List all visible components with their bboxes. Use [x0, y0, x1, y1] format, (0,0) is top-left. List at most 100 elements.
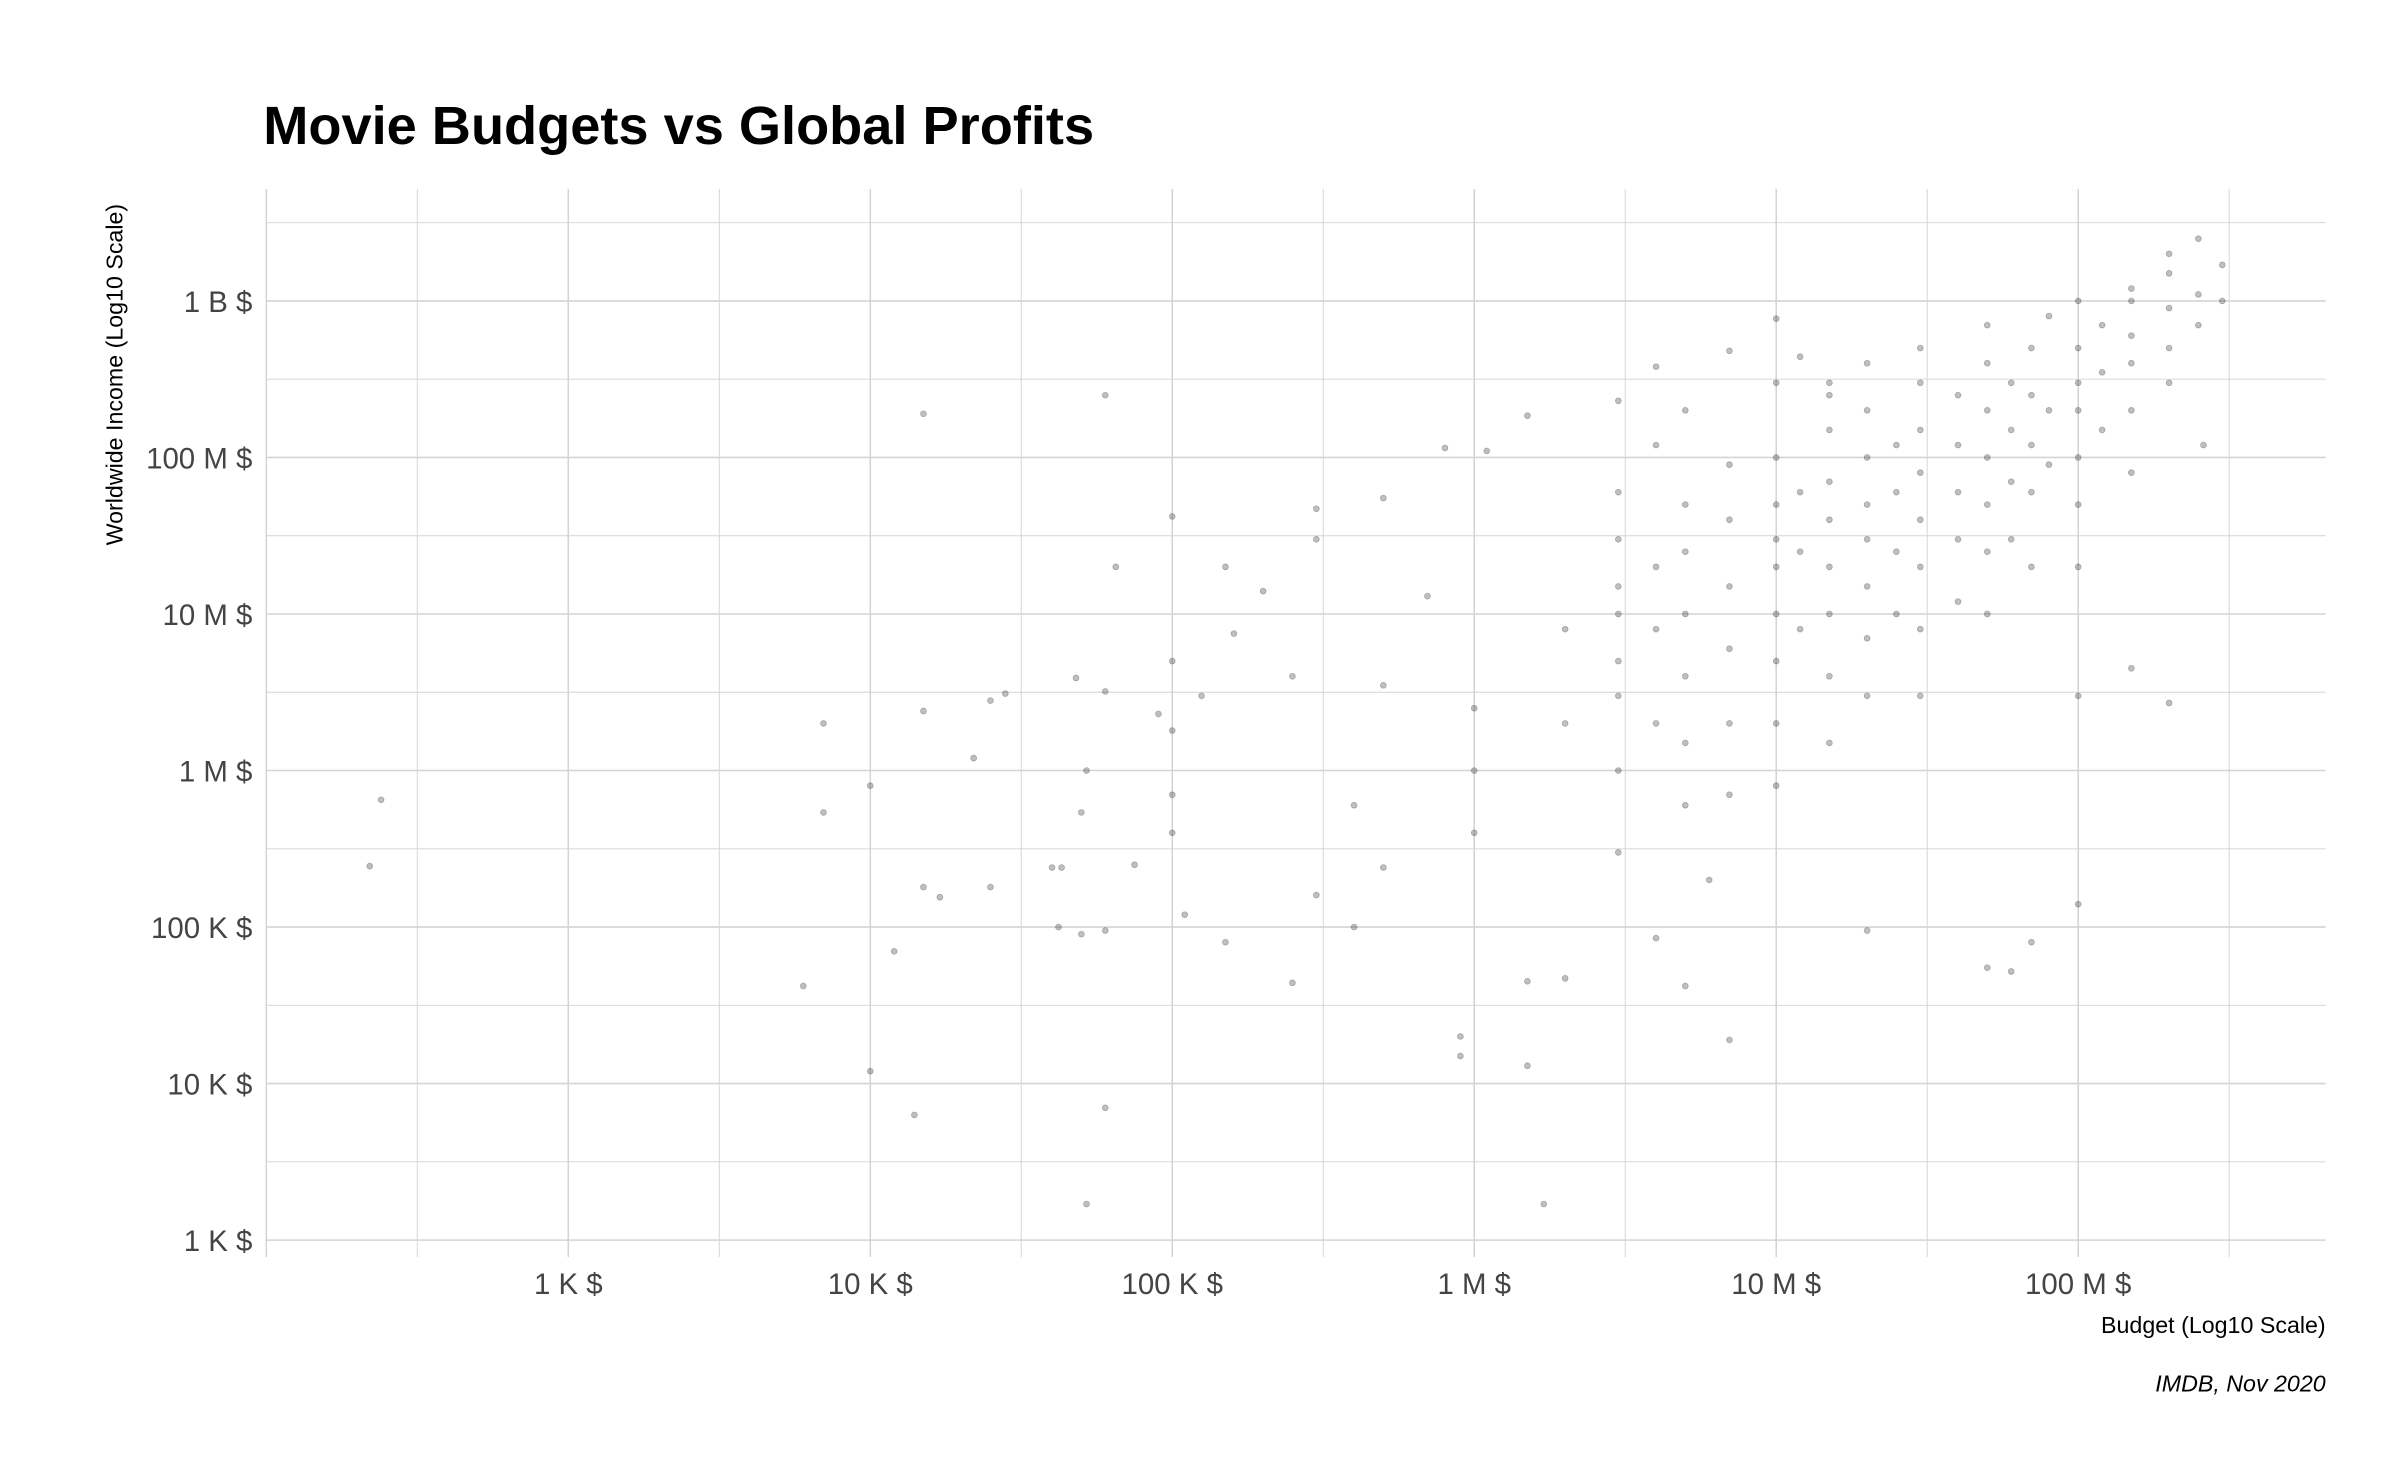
data-point [1916, 692, 1924, 700]
data-point [2007, 535, 2015, 543]
data-point [1083, 1200, 1090, 1208]
data-point [1726, 720, 1733, 727]
data-point [1524, 977, 1531, 985]
data-point [2165, 250, 2173, 258]
data-point [1289, 672, 1296, 680]
data-point [1470, 829, 1478, 837]
data-point [1863, 634, 1871, 642]
data-point [1916, 344, 1924, 352]
data-point [1772, 657, 1780, 665]
data-point [1289, 979, 1296, 987]
data-point [1916, 516, 1924, 524]
data-point [1614, 692, 1622, 700]
data-point [1681, 739, 1689, 747]
data-point [1168, 727, 1176, 734]
data-point [2218, 261, 2226, 269]
data-point [1614, 397, 1622, 405]
data-point [2028, 938, 2035, 946]
data-point [1614, 849, 1622, 856]
data-point [1705, 876, 1713, 884]
data-point [1083, 767, 1090, 774]
data-point [1048, 864, 1056, 871]
data-point [1614, 610, 1622, 618]
points [366, 235, 2226, 1208]
data-point [1078, 930, 1085, 938]
data-point [1483, 447, 1491, 455]
data-point [1101, 391, 1109, 399]
data-point [2128, 407, 2135, 414]
y-tick-label: 10 K $ [167, 1068, 252, 1101]
data-point [1983, 501, 1991, 508]
data-point [1863, 583, 1871, 590]
data-point [1380, 494, 1387, 502]
data-point [1726, 516, 1733, 524]
data-point [1772, 535, 1780, 543]
data-point [1916, 379, 1924, 387]
data-point [2007, 426, 2015, 434]
data-point [1772, 501, 1780, 508]
data-point [1772, 782, 1780, 790]
data-point [1441, 444, 1449, 452]
data-point [866, 1067, 874, 1075]
y-tick-label: 10 M $ [162, 599, 252, 632]
data-point [890, 947, 898, 955]
data-point [1313, 505, 1320, 513]
data-point [1457, 1052, 1464, 1060]
data-point [1001, 690, 1009, 697]
grid [265, 188, 2326, 1257]
data-point [2165, 379, 2173, 387]
data-point [1313, 535, 1320, 543]
data-point [2200, 441, 2207, 449]
data-point [1380, 864, 1387, 871]
data-point [1954, 535, 1962, 543]
data-point [1916, 426, 1924, 434]
data-point [1681, 672, 1689, 680]
data-point [1863, 501, 1871, 508]
data-point [1470, 704, 1478, 712]
data-point [1983, 359, 1991, 367]
x-axis-label: Budget (Log10 Scale) [2101, 1312, 2326, 1338]
data-point [1983, 407, 1991, 414]
data-point [1681, 982, 1689, 990]
data-point [1155, 710, 1162, 718]
data-point [799, 982, 807, 990]
data-point [1561, 975, 1569, 982]
data-point [1826, 672, 1833, 680]
data-point [820, 720, 827, 727]
data-point [1863, 454, 1871, 461]
data-point [1652, 720, 1660, 727]
data-point [1983, 548, 1991, 556]
data-point [1863, 359, 1871, 367]
y-tick-label: 100 K $ [151, 912, 252, 945]
data-point [2074, 407, 2082, 414]
data-point [1916, 563, 1924, 571]
data-point [1424, 592, 1431, 600]
data-point [1772, 454, 1780, 461]
data-point [1181, 911, 1189, 918]
data-point [1772, 563, 1780, 571]
data-point [1826, 391, 1833, 399]
data-point [1681, 610, 1689, 618]
data-point [1652, 441, 1660, 449]
data-point [1101, 1104, 1109, 1112]
data-point [1101, 688, 1109, 695]
data-point [1652, 934, 1660, 942]
caption: IMDB, Nov 2020 [2155, 1371, 2325, 1397]
data-point [1863, 535, 1871, 543]
data-point [1222, 938, 1229, 946]
data-point [1826, 563, 1833, 571]
data-point [1101, 927, 1109, 934]
data-point [1826, 426, 1833, 434]
x-tick-label: 100 K $ [1122, 1268, 1223, 1301]
data-point [1983, 964, 1991, 972]
data-point [911, 1111, 918, 1119]
data-point [1072, 674, 1080, 682]
data-point [1916, 469, 1924, 476]
data-point [1350, 923, 1358, 931]
data-point [2098, 368, 2106, 376]
data-point [377, 796, 385, 804]
data-point [1772, 610, 1780, 618]
data-point [1058, 864, 1065, 871]
data-point [1772, 315, 1780, 323]
